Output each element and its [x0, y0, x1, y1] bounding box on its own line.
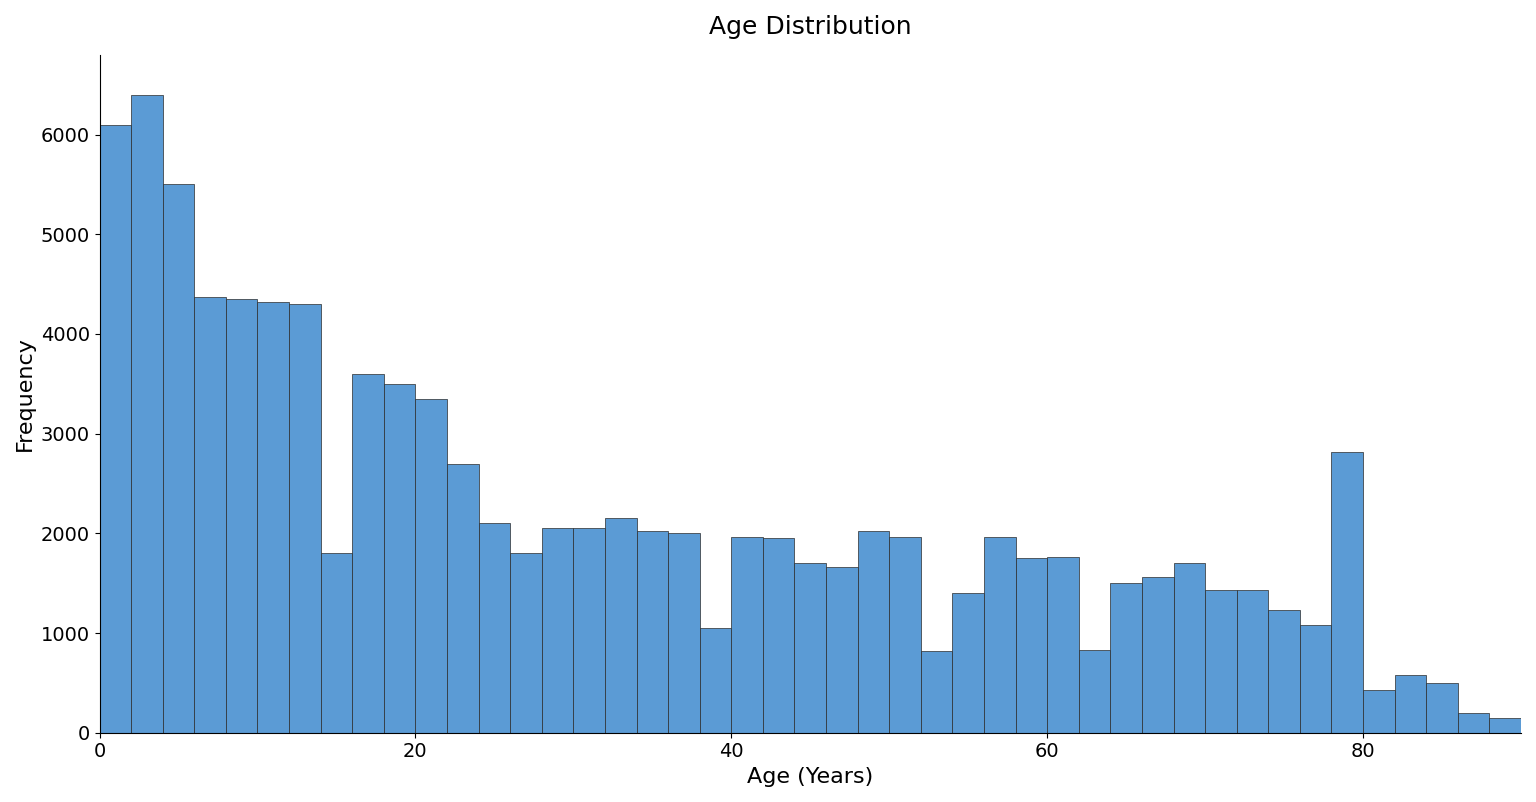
Bar [1111, 583, 1141, 733]
Bar [131, 95, 163, 733]
Bar [415, 399, 447, 733]
Bar [1206, 590, 1236, 733]
Bar [1141, 577, 1174, 733]
Bar [1174, 563, 1206, 733]
Bar [573, 529, 605, 733]
Bar [226, 299, 258, 733]
Bar [100, 124, 131, 733]
Bar [605, 518, 636, 733]
Bar [920, 651, 952, 733]
Bar [700, 628, 731, 733]
Bar [889, 537, 920, 733]
Bar [258, 302, 289, 733]
Bar [352, 374, 384, 733]
Bar [952, 593, 985, 733]
Bar [794, 563, 826, 733]
Bar [321, 553, 352, 733]
Bar [1078, 650, 1111, 733]
Bar [163, 184, 194, 733]
Bar [985, 537, 1015, 733]
Bar [447, 464, 479, 733]
Bar [194, 297, 226, 733]
Bar [636, 532, 668, 733]
Y-axis label: Frequency: Frequency [15, 336, 35, 452]
Bar [1236, 590, 1269, 733]
Bar [1269, 610, 1299, 733]
X-axis label: Age (Years): Age (Years) [746, 767, 874, 787]
Bar [1332, 452, 1362, 733]
Bar [857, 532, 889, 733]
Bar [479, 524, 510, 733]
Bar [384, 384, 415, 733]
Bar [1299, 625, 1332, 733]
Bar [1048, 557, 1078, 733]
Bar [826, 567, 857, 733]
Bar [289, 304, 321, 733]
Bar [1490, 718, 1521, 733]
Bar [1362, 690, 1395, 733]
Bar [1458, 713, 1490, 733]
Bar [668, 533, 700, 733]
Bar [731, 537, 763, 733]
Bar [763, 538, 794, 733]
Bar [1015, 558, 1048, 733]
Bar [1395, 675, 1427, 733]
Bar [510, 553, 542, 733]
Bar [1427, 683, 1458, 733]
Bar [542, 529, 573, 733]
Title: Age Distribution: Age Distribution [710, 15, 911, 39]
